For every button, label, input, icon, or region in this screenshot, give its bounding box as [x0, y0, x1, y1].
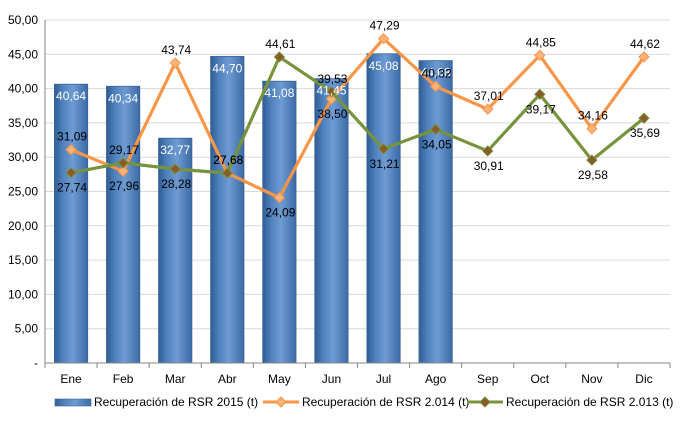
bar: [418, 60, 453, 364]
legend: Recuperación de RSR 2015 (t) Recuperación…: [54, 395, 673, 409]
line-data-label: 44,61: [265, 37, 295, 51]
line-data-label: 27,74: [57, 181, 87, 195]
line-data-label: 47,29: [370, 19, 400, 33]
legend-label: Recuperación de RSR 2.013 (t): [506, 395, 673, 409]
legend-marker: [275, 396, 287, 408]
bar-data-label: 40,64: [56, 89, 86, 103]
data-point-marker: [169, 163, 181, 175]
y-tick-label: 40,00: [8, 82, 38, 96]
data-point-marker: [482, 145, 494, 157]
data-point-marker: [117, 157, 129, 169]
data-point-marker: [273, 192, 286, 204]
y-tick-label: -: [34, 356, 38, 370]
data-point-marker: [377, 32, 390, 45]
x-tick-label: Mar: [165, 372, 186, 386]
y-tick-label: 50,00: [8, 13, 38, 27]
bar-data-label: 44,70: [212, 61, 242, 75]
bar-data-label: 45,08: [369, 59, 399, 73]
legend-swatch: [54, 398, 92, 407]
line-data-label: 27,96: [109, 179, 139, 193]
y-tick-label: 5,00: [15, 322, 39, 336]
line-data-label: 34,16: [578, 109, 608, 123]
bar: [106, 85, 141, 364]
x-tick-label: Abr: [218, 372, 237, 386]
x-tick-label: Feb: [113, 372, 134, 386]
bar: [314, 78, 349, 364]
y-tick-label: 45,00: [8, 47, 38, 61]
series-line: [70, 36, 646, 200]
data-point-marker: [638, 51, 650, 63]
line-data-label: 39,53: [317, 72, 347, 86]
line-data-label: 35,69: [630, 126, 660, 140]
data-point-marker: [325, 86, 338, 98]
data-point-marker: [429, 123, 442, 136]
y-tick-label: 10,00: [8, 287, 38, 301]
line-data-label: 29,58: [578, 168, 608, 182]
bar: [53, 83, 89, 364]
y-tick-label: 35,00: [8, 116, 38, 130]
legend-label: Recuperación de RSR 2.014 (t): [302, 395, 469, 409]
data-point-marker: [65, 144, 77, 156]
line-data-label: 43,74: [161, 43, 191, 57]
y-tick-label: 20,00: [8, 219, 38, 233]
axis-layer: - 5,00 10,00 15,00 20,00 25,00 30,00 35,00 40,00…: [8, 13, 671, 386]
data-point-marker: [273, 51, 286, 63]
x-tick-label: Sep: [477, 372, 499, 386]
line-data-label: 27,68: [213, 153, 243, 167]
x-tick-label: Dic: [635, 372, 652, 386]
line-data-label: 39,17: [526, 102, 556, 116]
line-data-label: 30,91: [474, 159, 504, 173]
line-data-label: 24,09: [265, 206, 295, 220]
data-point-marker: [586, 154, 598, 166]
line-data-label: 31,21: [370, 157, 400, 171]
bar-data-label: 41,45: [316, 84, 346, 98]
grid-layer: [45, 19, 670, 330]
x-tick-label: Ene: [60, 372, 82, 386]
bar-data-label: 40,34: [108, 91, 138, 105]
line-data-label: 31,09: [57, 130, 87, 144]
x-tick-label: Jun: [322, 372, 341, 386]
bar-data-label: 41,08: [264, 86, 294, 100]
line-data-label: 28,28: [161, 177, 191, 191]
legend-marker: [479, 396, 491, 408]
line-data-label: 34,05: [422, 137, 452, 151]
data-point-marker: [377, 143, 390, 155]
y-tick-label: 25,00: [8, 185, 38, 199]
line-data-label: 44,62: [630, 37, 660, 51]
line-data-label: 37,01: [474, 89, 504, 103]
bar: [210, 55, 245, 364]
data-point-marker: [586, 122, 598, 135]
data-point-marker: [65, 166, 77, 179]
data-point-marker: [482, 103, 494, 115]
x-tick-label: Nov: [581, 372, 602, 386]
data-point-marker: [117, 165, 129, 177]
x-tick-label: May: [268, 372, 291, 386]
label-layer: 40,64 40,34 32,77 44,70 41,08 41,45 45,08 44,08…: [56, 19, 660, 220]
line-data-label: 44,85: [526, 35, 556, 49]
bar-data-label: 32,77: [160, 143, 190, 157]
y-tick-label: 30,00: [8, 150, 38, 164]
data-point-marker: [534, 49, 546, 62]
bar: [262, 80, 297, 364]
data-point-marker: [221, 167, 233, 179]
line-layer: [65, 32, 650, 204]
bar: [366, 53, 401, 364]
line-data-label: 38,50: [317, 107, 347, 121]
data-point-marker: [638, 112, 650, 124]
line-data-label: 29,17: [109, 143, 139, 157]
bar-data-label: 44,08: [421, 66, 451, 80]
series-line: [70, 55, 645, 175]
data-point-marker: [169, 57, 181, 69]
y-tick-label: 15,00: [8, 253, 38, 267]
x-tick-label: Jul: [376, 372, 391, 386]
x-tick-label: Ago: [425, 372, 447, 386]
data-point-marker: [534, 88, 546, 101]
data-point-marker: [429, 80, 442, 93]
x-tick-label: Oct: [530, 372, 549, 386]
line-data-label: 40,32: [422, 66, 452, 80]
line-data-label: 27,68: [213, 153, 243, 167]
legend-label: Recuperación de RSR 2015 (t): [94, 395, 258, 409]
